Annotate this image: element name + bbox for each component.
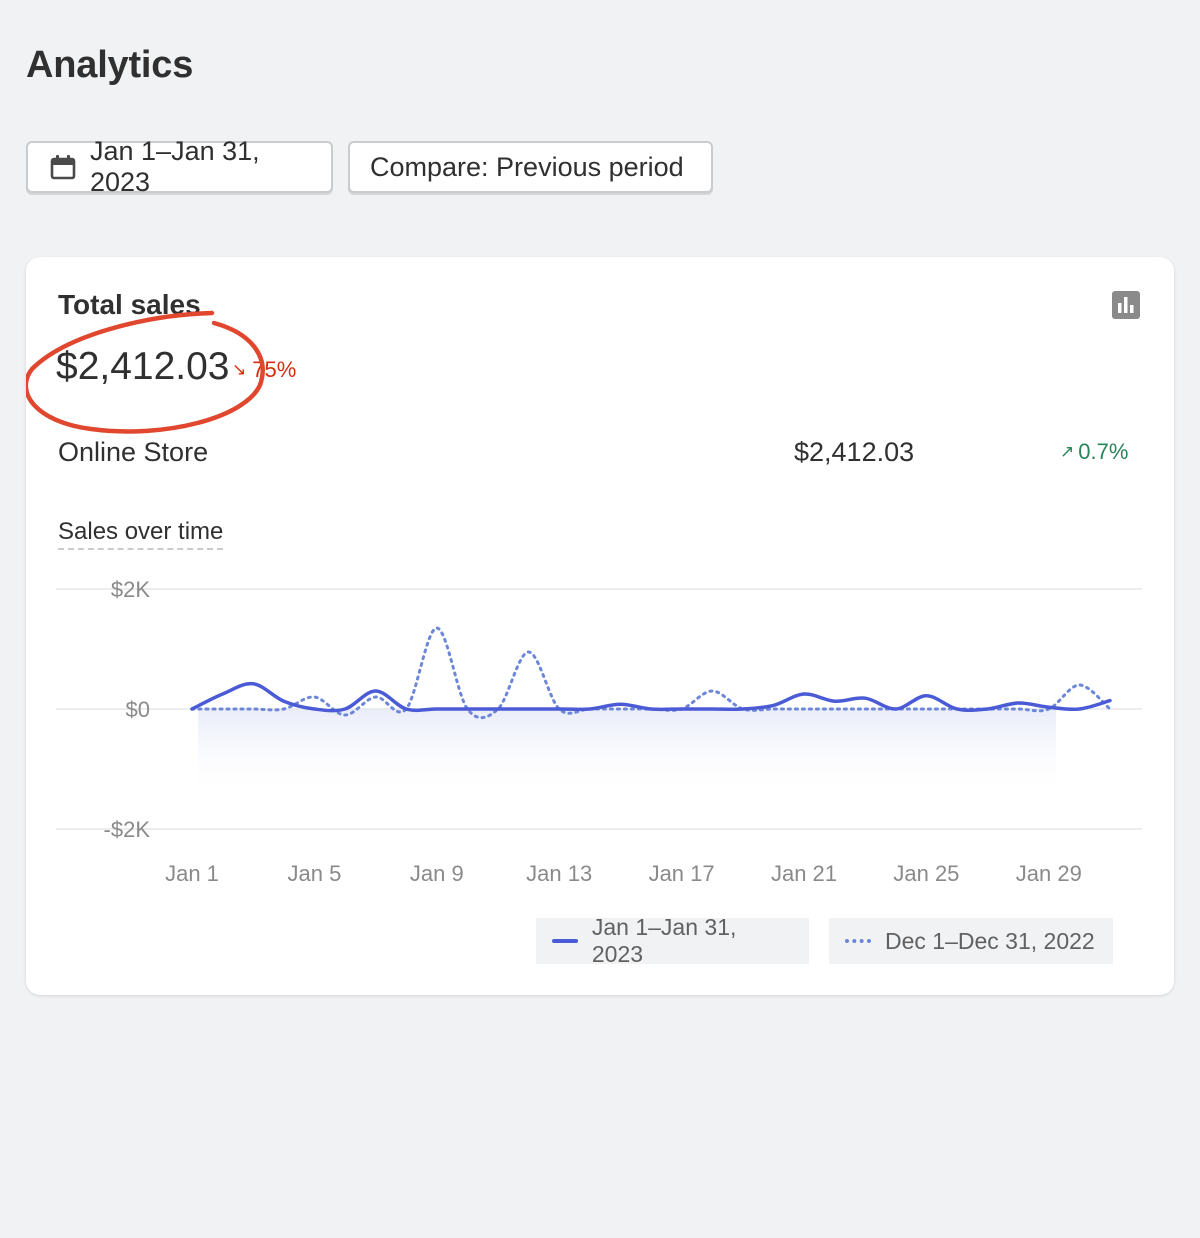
data-point-previous [833, 707, 837, 711]
data-point-current [251, 682, 255, 686]
data-point-previous [1047, 707, 1051, 711]
data-point-previous [863, 707, 867, 711]
data-point-current [802, 692, 806, 696]
legend-swatch-dotted [845, 939, 871, 943]
bar-chart-icon[interactable] [1112, 291, 1140, 319]
data-point-previous [710, 689, 714, 693]
x-tick-label: Jan 5 [287, 861, 341, 886]
data-point-current [527, 707, 531, 711]
data-point-previous [924, 707, 928, 711]
data-point-previous [435, 626, 439, 630]
legend-item-current[interactable]: Jan 1–Jan 31, 2023 [536, 914, 809, 967]
y-tick-label: $2K [111, 577, 150, 602]
data-point-previous [680, 707, 684, 711]
total-sales-card: Total sales $2,412.03 ↘ 75% Online Store… [26, 257, 1174, 995]
x-tick-label: Jan 17 [649, 861, 715, 886]
data-point-previous [251, 707, 255, 711]
compare-button[interactable]: Compare: Previous period [348, 141, 713, 193]
compare-label: Compare: Previous period [370, 151, 684, 182]
chart-heading[interactable]: Sales over time [58, 518, 224, 550]
data-point-current [312, 707, 316, 711]
data-point-previous [374, 695, 378, 699]
data-point-current [343, 707, 347, 711]
calendar-icon [50, 154, 76, 180]
legend-item-previous[interactable]: Dec 1–Dec 31, 2022 [829, 918, 1113, 964]
date-range-label: Jan 1–Jan 31, 2023 [90, 136, 260, 197]
x-tick-label: Jan 21 [771, 861, 837, 886]
data-point-current [374, 689, 378, 693]
x-tick-label: Jan 25 [893, 861, 959, 886]
data-point-current [710, 707, 714, 711]
data-point-previous [190, 707, 194, 711]
data-point-previous [312, 695, 316, 699]
legend-swatch-solid [552, 939, 578, 943]
data-point-previous [404, 707, 408, 711]
data-point-previous [649, 707, 653, 711]
legend-label-previous: Dec 1–Dec 31, 2022 [885, 927, 1095, 954]
data-point-current [771, 703, 775, 707]
data-point-previous [282, 707, 286, 711]
data-point-previous [1108, 707, 1112, 711]
data-point-current [618, 702, 622, 706]
channel-label: Online Store [58, 437, 209, 467]
data-point-previous [557, 707, 561, 711]
data-point-previous [343, 713, 347, 717]
channel-delta-value: 0.7% [1078, 439, 1129, 464]
data-point-current [833, 699, 837, 703]
data-point-previous [894, 707, 898, 711]
data-point-previous [771, 707, 775, 711]
chart-area-fill [198, 709, 1056, 799]
data-point-current [1077, 707, 1081, 711]
y-tick-label: $0 [126, 697, 150, 722]
data-point-previous [465, 707, 469, 711]
channel-value: $2,412.03 [794, 437, 915, 467]
data-point-current [924, 694, 928, 698]
arrow-up-right-icon: ↗ [1060, 442, 1075, 461]
data-point-previous [527, 650, 531, 654]
x-tick-label: Jan 1 [165, 861, 219, 886]
legend-label-current: Jan 1–Jan 31, 2023 [591, 914, 737, 967]
date-range-button[interactable]: Jan 1–Jan 31, 2023 [26, 136, 333, 197]
data-point-previous [1016, 707, 1020, 711]
data-point-current [863, 696, 867, 700]
data-point-current [1108, 699, 1112, 703]
series-line-current [190, 681, 1112, 713]
data-point-previous [955, 707, 959, 711]
sales-chart: $2K $0 -$2K Jan 1 Jan 5 Jan 9 Jan 13 Jan 17 Jan … [56, 577, 1142, 886]
data-point-current [221, 692, 225, 696]
data-point-current [1016, 701, 1020, 705]
data-point-previous [496, 707, 500, 711]
data-point-previous [986, 707, 990, 711]
data-point-previous [221, 707, 225, 711]
data-point-current [435, 707, 439, 711]
data-point-current [282, 699, 286, 703]
channel-delta: ↗ 0.7% [1060, 439, 1128, 465]
data-point-previous [802, 707, 806, 711]
data-point-previous [1077, 683, 1081, 687]
y-tick-label: -$2K [104, 817, 151, 842]
data-point-previous [618, 707, 622, 711]
series-line-previous [190, 626, 1112, 720]
x-tick-label: Jan 29 [1016, 861, 1082, 886]
x-tick-label: Jan 13 [526, 861, 592, 886]
data-point-previous [588, 707, 592, 711]
data-point-previous [741, 707, 745, 711]
x-tick-label: Jan 9 [410, 861, 464, 886]
page-title: Analytics [26, 44, 194, 86]
